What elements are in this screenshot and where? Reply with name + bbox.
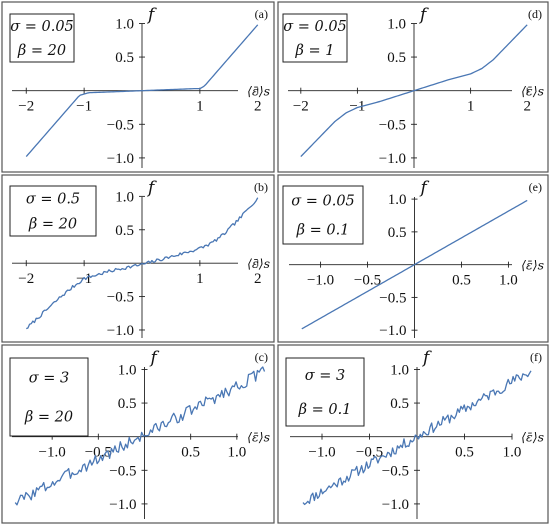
- sigma-parameter: σ = 0.05: [291, 194, 355, 210]
- y-tick-label: −1.0: [107, 323, 134, 339]
- y-axis-title: f: [146, 178, 157, 198]
- y-tick-label: −0.5: [379, 290, 406, 306]
- y-tick-label: 1.0: [115, 16, 134, 32]
- y-tick-label: −0.5: [107, 117, 134, 133]
- x-tick-label: 1: [196, 271, 204, 287]
- x-tick-label: 2: [523, 99, 531, 115]
- x-tick-label: 2: [254, 99, 262, 115]
- y-tick-label: 1.0: [115, 189, 134, 205]
- x-axis-title: ⟨ε̄⟩s: [521, 84, 544, 99]
- panel-label: (d): [528, 7, 542, 21]
- parameter-box: [285, 357, 365, 427]
- panel-a: −2 −1 1 2 1.0 0.5 −0.5 −1.0 f ⟨ε̄⟩s (a) σ = 0.05 β =…: [1, 1, 275, 173]
- x-tick-label: 1.0: [227, 445, 246, 461]
- x-tick-label: −0.5: [356, 445, 383, 461]
- beta-parameter: β = 1: [295, 43, 335, 59]
- x-tick-label: 1: [196, 99, 204, 115]
- x-tick-label: −1.0: [308, 445, 335, 461]
- panel-label: (c): [255, 350, 268, 364]
- beta-parameter: β = 20: [28, 217, 77, 233]
- panel-d: −2 −1 1 2 1.0 0.5 −0.5 −1.0 f ⟨ε̄⟩s (d) σ = 0.05 β =…: [277, 1, 549, 173]
- y-tick-label: −1.0: [382, 497, 409, 513]
- sigma-parameter: σ = 0.05: [283, 19, 347, 35]
- panel-f: −1.0 −0.5 0.5 1.0 1.0 0.5 −0.5 −1.0 f ⟨ε̄⟩s (f) σ =…: [277, 344, 549, 524]
- y-axis-title: f: [418, 5, 429, 25]
- y-tick-label: 0.5: [115, 50, 134, 66]
- beta-parameter: β = 0.1: [298, 402, 352, 418]
- panel-label: (b): [254, 180, 268, 194]
- x-tick-label: 0.5: [455, 445, 474, 461]
- y-tick-label: −1.0: [107, 151, 134, 167]
- x-tick-label: −2: [293, 99, 309, 115]
- panel-label: (f): [530, 350, 542, 364]
- beta-parameter: β = 0.1: [296, 223, 350, 239]
- x-tick-label: −2: [18, 99, 34, 115]
- x-tick-label: 1: [467, 99, 475, 115]
- y-tick-label: 1.0: [390, 362, 409, 378]
- y-tick-label: −1.0: [379, 323, 406, 339]
- y-axis-title: f: [421, 348, 432, 368]
- parameter-box: [282, 13, 348, 63]
- y-tick-label: −1.0: [109, 497, 136, 513]
- y-axis-title: f: [149, 348, 160, 368]
- y-tick-label: 0.5: [115, 223, 134, 239]
- x-tick-label: −1.0: [39, 445, 66, 461]
- y-tick-label: −0.5: [107, 290, 134, 306]
- y-tick-label: 0.5: [388, 225, 407, 241]
- y-tick-label: 1.0: [118, 362, 137, 378]
- x-tick-label: −0.5: [85, 445, 112, 461]
- y-tick-label: 0.5: [387, 50, 406, 66]
- x-axis-title: ⟨ε̄⟩s: [247, 430, 270, 445]
- panel-label: (a): [255, 7, 268, 21]
- series-line: [302, 370, 532, 506]
- parameter-box: [9, 357, 89, 437]
- sigma-parameter: σ = 3: [29, 371, 70, 387]
- x-tick-label: −1: [349, 99, 365, 115]
- series-line: [300, 24, 528, 158]
- sigma-parameter: σ = 0.5: [26, 192, 80, 208]
- x-tick-label: −1.0: [307, 273, 334, 289]
- y-axis-title: f: [419, 178, 430, 198]
- y-tick-label: 0.5: [390, 396, 409, 412]
- panel-b: −2 −1 1 2 1.0 0.5 −0.5 −1.0 f ⟨ε̄⟩s (b) σ = 0.5 β = …: [1, 174, 275, 343]
- panel-label: (e): [529, 180, 542, 194]
- x-tick-label: 0.5: [181, 445, 200, 461]
- x-tick-label: −1: [76, 99, 92, 115]
- x-tick-label: −1: [76, 271, 92, 287]
- series-line: [301, 199, 528, 330]
- x-tick-label: −0.5: [354, 273, 381, 289]
- x-axis-title: ⟨ε̄⟩s: [247, 256, 270, 271]
- x-tick-label: −2: [18, 271, 34, 287]
- series-line: [25, 24, 259, 157]
- parameter-box: [9, 185, 97, 237]
- y-tick-label: −0.5: [109, 463, 136, 479]
- x-tick-label: 1.0: [503, 445, 522, 461]
- sigma-parameter: σ = 3: [305, 368, 346, 384]
- y-tick-label: −0.5: [382, 463, 409, 479]
- y-axis-title: f: [146, 5, 157, 25]
- beta-parameter: β = 20: [24, 410, 73, 426]
- y-tick-label: 1.0: [388, 192, 407, 208]
- x-axis-title: ⟨ε̄⟩s: [521, 430, 544, 445]
- y-tick-label: 1.0: [387, 16, 406, 32]
- x-tick-label: 1.0: [499, 273, 518, 289]
- sigma-parameter: σ = 0.05: [10, 19, 74, 35]
- series-line: [14, 366, 266, 506]
- x-axis-title: ⟨ε̄⟩s: [247, 84, 270, 99]
- parameter-box: [282, 185, 364, 245]
- x-tick-label: 0.5: [452, 273, 471, 289]
- panel-e: −1.0 −0.5 0.5 1.0 1.0 0.5 −0.5 −1.0 f ⟨ε̄⟩s (e) σ =…: [277, 174, 549, 343]
- series-line: [26, 197, 259, 330]
- y-tick-label: 0.5: [118, 396, 137, 412]
- parameter-box: [9, 13, 75, 63]
- beta-parameter: β = 20: [17, 43, 66, 59]
- panel-c: −1.0 −0.5 0.5 1.0 1.0 0.5 −0.5 −1.0 f ⟨ε̄⟩s (c) σ =…: [1, 344, 275, 524]
- x-axis-title: ⟨ε̄⟩s: [521, 258, 544, 273]
- x-tick-label: 2: [254, 271, 262, 287]
- y-tick-label: −0.5: [379, 117, 406, 133]
- y-tick-label: −1.0: [379, 151, 406, 167]
